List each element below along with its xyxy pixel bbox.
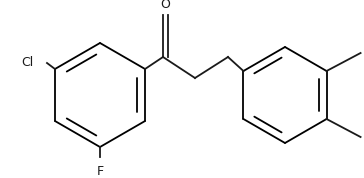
Text: F: F (96, 165, 104, 178)
Text: Cl: Cl (21, 56, 33, 69)
Text: O: O (160, 0, 170, 11)
